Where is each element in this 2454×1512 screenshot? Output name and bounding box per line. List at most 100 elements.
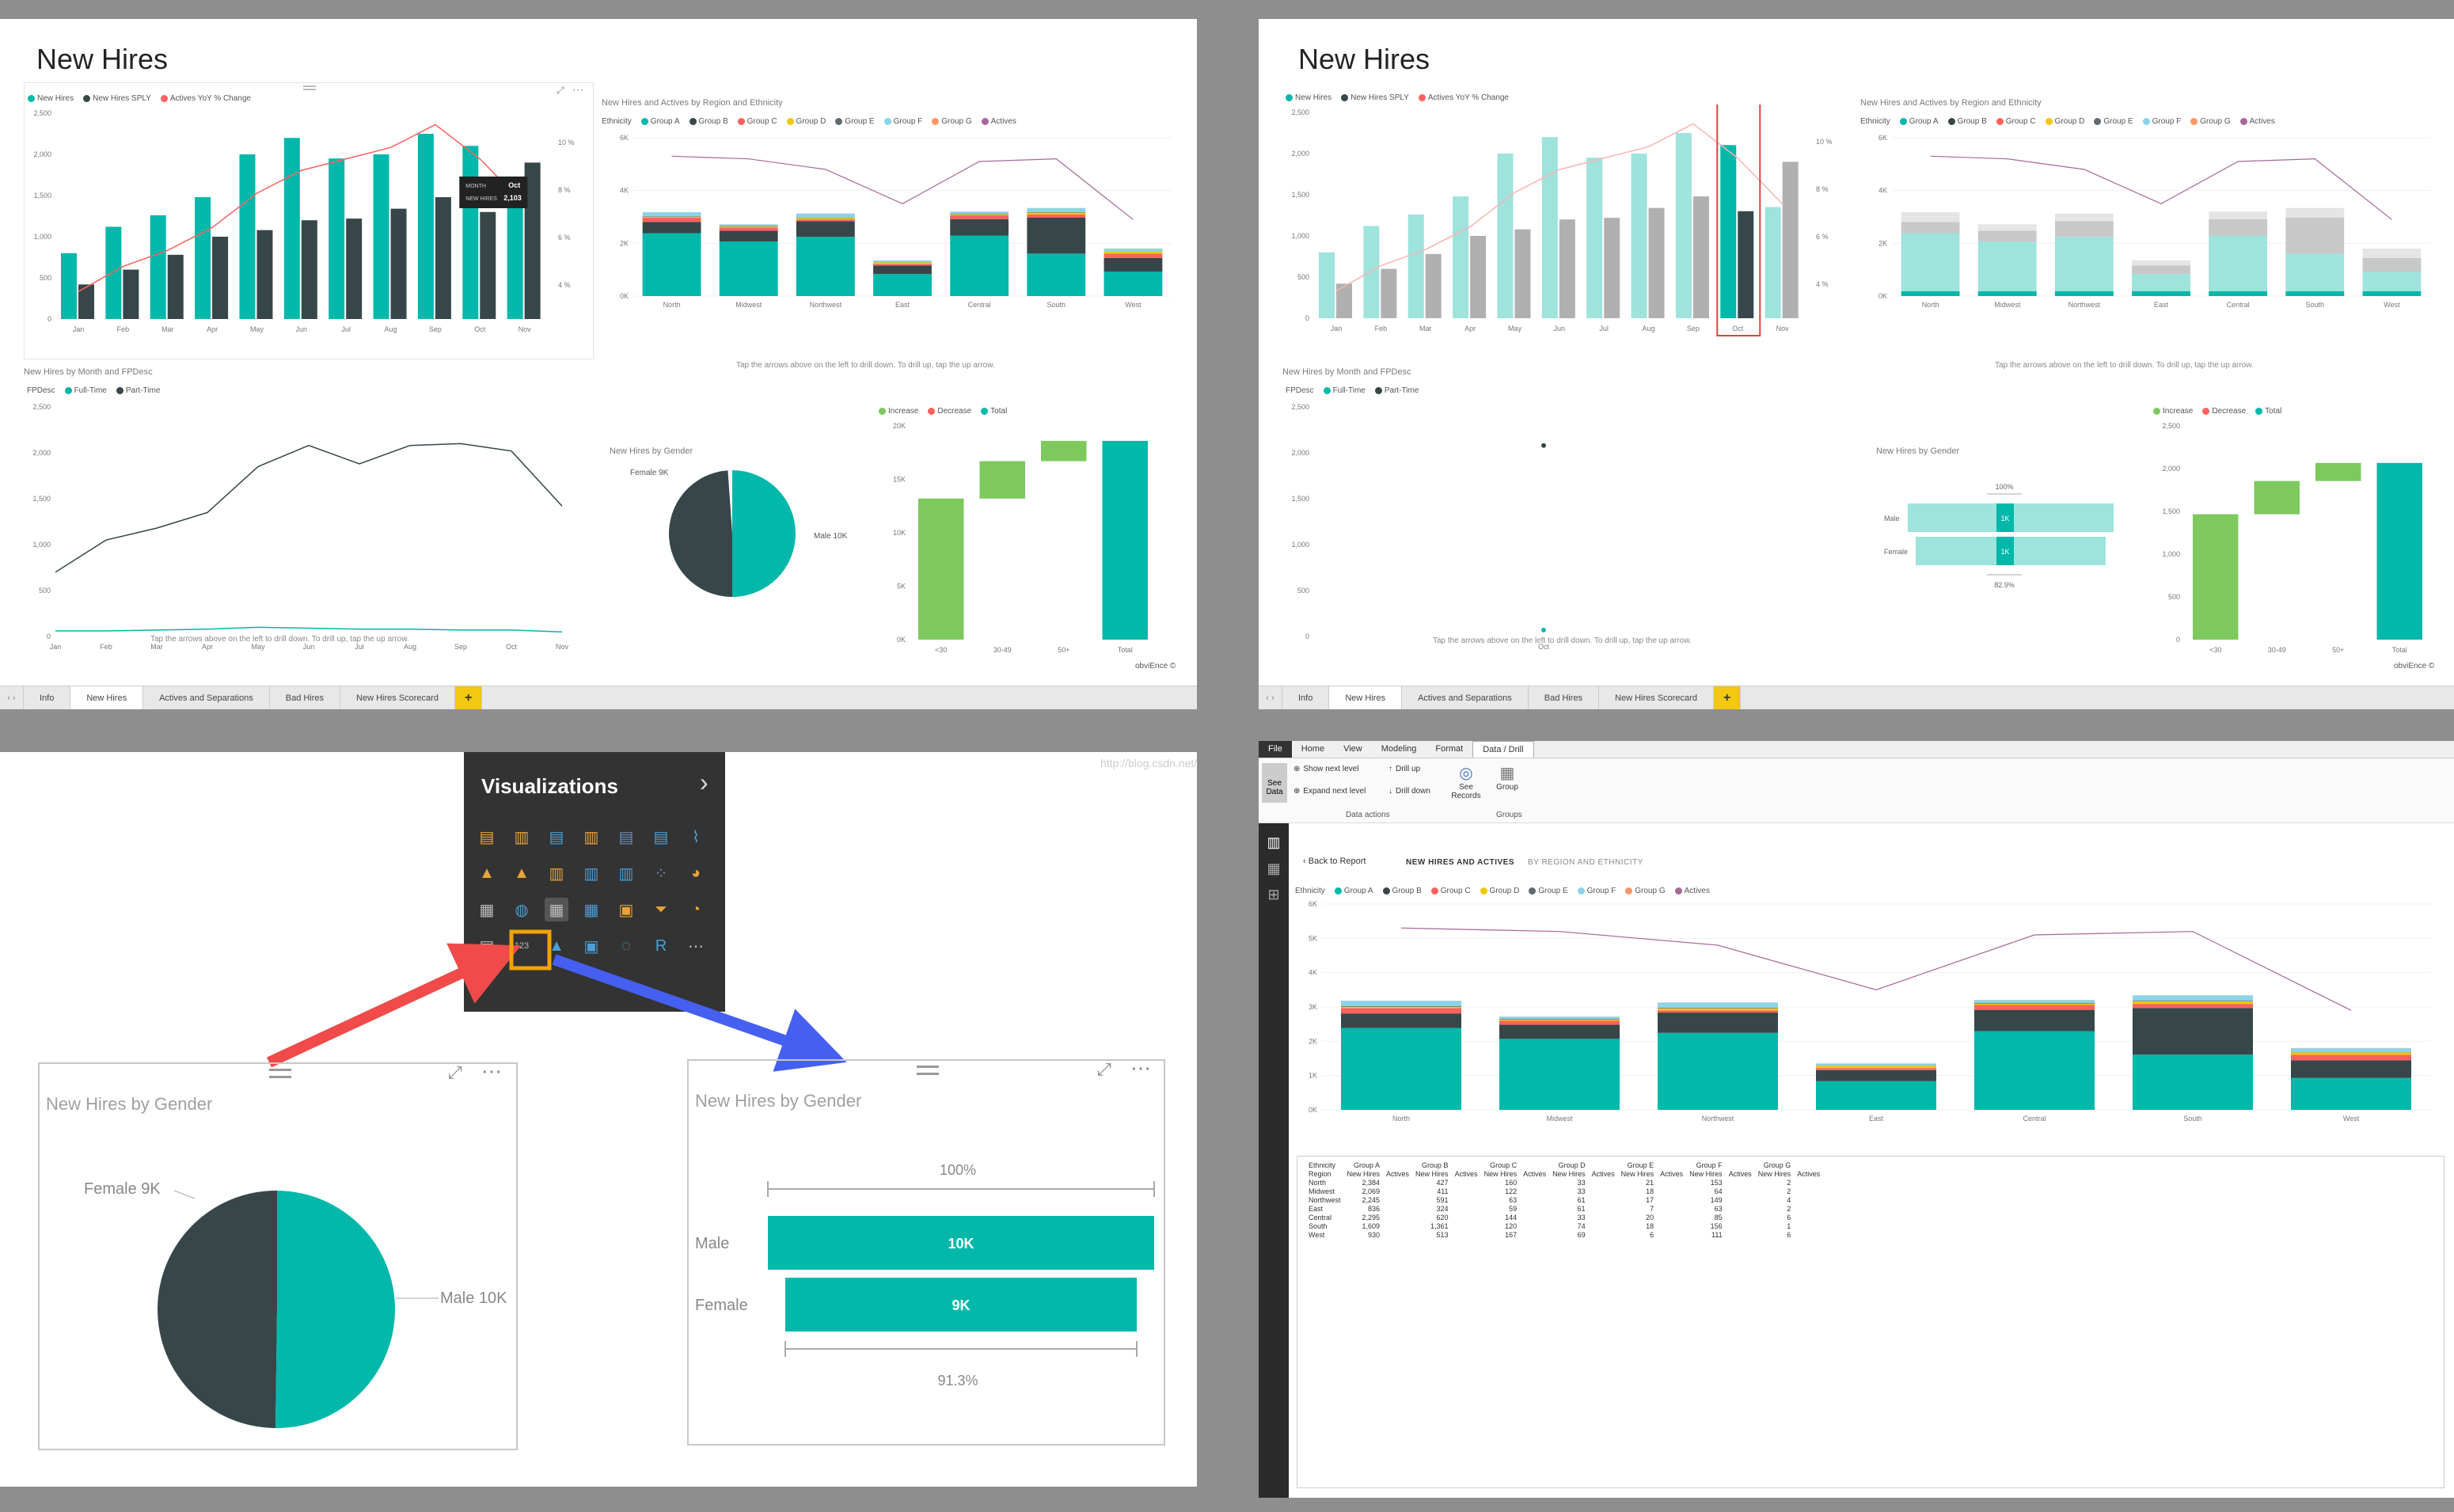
stack-segment[interactable] (1816, 1068, 1936, 1070)
data-view-icon[interactable]: ▦ (1267, 860, 1281, 876)
bar-sply[interactable] (480, 211, 496, 319)
stack-segment[interactable] (1974, 1031, 2095, 1110)
waterfall-step[interactable] (2315, 462, 2361, 481)
bar-new-hires[interactable] (373, 154, 389, 319)
stack-segment[interactable] (719, 226, 778, 228)
stack-segment[interactable] (2054, 221, 2114, 237)
bar-sply[interactable] (256, 230, 273, 319)
legend-item[interactable]: Group B (1947, 117, 1987, 126)
legend-total[interactable]: Total (2255, 407, 2281, 416)
viz-type-icon[interactable]: ◕ (690, 864, 701, 882)
stack-segment[interactable] (1658, 1010, 1778, 1013)
tab-new-hires[interactable]: New Hires (70, 686, 144, 709)
bar-new-hires[interactable] (1675, 133, 1692, 318)
bar-sply[interactable] (1648, 207, 1665, 318)
focus-mode-icon[interactable]: ⤢ (557, 85, 564, 96)
waterfall-step[interactable] (918, 498, 964, 640)
bar-new-hires[interactable] (105, 226, 122, 319)
viz-type-icon[interactable]: ▦ (583, 901, 599, 919)
legend-item[interactable]: Actives (1674, 887, 1710, 895)
waterfall-step[interactable] (979, 461, 1026, 499)
legend-item[interactable]: Group G (1625, 887, 1666, 895)
stack-segment[interactable] (1658, 1012, 1778, 1033)
bar-sply[interactable] (435, 197, 451, 319)
bar-sply[interactable] (1514, 229, 1531, 318)
stack-segment[interactable] (873, 262, 932, 264)
stack-segment[interactable] (873, 264, 932, 266)
viz-type-icon[interactable]: ▦ (545, 898, 568, 921)
stack-segment[interactable] (950, 214, 1009, 215)
stack-segment[interactable] (1901, 222, 1960, 234)
stack-segment[interactable] (1901, 216, 1960, 218)
bar-sply[interactable] (1425, 253, 1442, 318)
ribbon-tab-modeling[interactable]: Modeling (1381, 744, 1417, 754)
stack-segment[interactable] (2291, 1054, 2411, 1061)
legend-new-hires[interactable]: New Hires (28, 94, 74, 103)
legend-item[interactable]: Actives (981, 117, 1016, 126)
stack-segment[interactable] (642, 216, 701, 217)
stack-segment[interactable] (2209, 215, 2268, 219)
stack-segment[interactable] (1499, 1039, 1620, 1110)
stack-segment[interactable] (950, 235, 1009, 297)
bar-new-hires[interactable] (150, 215, 166, 319)
bar-new-hires[interactable] (195, 197, 211, 319)
legend-item[interactable]: Group F (883, 117, 922, 126)
waterfall-visual[interactable]: Increase Decrease Total 20K 15K 10K 5K 0K <30… (871, 407, 1187, 692)
stack-segment[interactable] (1901, 216, 1960, 217)
stack-segment[interactable] (2209, 218, 2268, 236)
pane-collapse-icon[interactable]: › (700, 768, 708, 796)
stack-segment[interactable] (1104, 253, 1163, 258)
legend-item[interactable]: Group G (2190, 117, 2231, 126)
stack-segment[interactable] (1658, 1002, 1778, 1008)
viz-type-icon[interactable]: ▤ (653, 828, 669, 846)
legend-item[interactable]: Group C (1430, 887, 1471, 895)
stack-segment[interactable] (2054, 219, 2114, 222)
bar-new-hires[interactable] (417, 134, 434, 319)
pie-slice-female[interactable] (665, 470, 737, 601)
add-page-button[interactable]: + (454, 686, 483, 709)
more-options-icon[interactable]: ⋯ (481, 1059, 502, 1083)
stack-segment[interactable] (796, 213, 855, 218)
bar-new-hires[interactable] (1541, 137, 1558, 318)
stack-segment[interactable] (1974, 1000, 2095, 1004)
viz-type-icon[interactable]: ▲ (479, 864, 495, 882)
stack-segment[interactable] (2132, 265, 2190, 275)
bar-sply[interactable] (524, 162, 541, 319)
stack-segment[interactable] (1977, 224, 2037, 226)
tab-bad-hires[interactable]: Bad Hires (270, 686, 341, 709)
stack-segment[interactable] (642, 222, 701, 234)
stack-segment[interactable] (1658, 1007, 1778, 1009)
legend-item[interactable]: Group C (737, 117, 777, 126)
stack-segment[interactable] (2285, 215, 2345, 218)
legend-item[interactable]: Group B (689, 117, 728, 126)
stack-segment[interactable] (2362, 257, 2422, 272)
stack-segment[interactable] (1027, 211, 1086, 213)
bar-sply[interactable] (1336, 283, 1352, 318)
viz-type-icon[interactable]: R (655, 936, 667, 955)
bar-sply[interactable] (78, 284, 94, 319)
viz-type-icon[interactable]: ▤ (618, 828, 634, 846)
legend-item[interactable]: Group B (1382, 887, 1422, 895)
gender-funnel-small-visual[interactable]: New Hires by Gender 100% 1K 1K Male Fema… (1868, 446, 2129, 676)
stack-segment[interactable] (642, 233, 701, 296)
pie-slice-male[interactable] (732, 470, 796, 597)
visual-grip-icon[interactable] (303, 85, 316, 90)
stack-segment[interactable] (719, 226, 778, 227)
bar-sply[interactable] (212, 237, 229, 319)
stack-segment[interactable] (1974, 1005, 2095, 1010)
pie-slice-male[interactable] (275, 1191, 396, 1429)
bar-new-hires[interactable] (1497, 154, 1514, 318)
stack-segment[interactable] (2285, 253, 2345, 296)
stack-segment[interactable] (1977, 226, 2037, 228)
funnel-bar-male[interactable] (768, 1216, 1154, 1270)
legend-decrease[interactable]: Decrease (2202, 407, 2246, 416)
bar-new-hires[interactable] (1453, 196, 1469, 318)
viz-type-icon[interactable]: ▣ (583, 937, 599, 955)
gender-pie-visual[interactable]: New Hires by Gender Female 9K Male 10K (602, 446, 863, 676)
legend-item[interactable]: Group E (835, 117, 875, 126)
stack-segment[interactable] (1341, 1028, 1461, 1110)
legend-decrease[interactable]: Decrease (928, 407, 971, 416)
monthly-combo-visual[interactable]: ⤢ ⋯ New Hires New Hires SPLY Actives YoY… (24, 82, 594, 359)
stack-segment[interactable] (719, 227, 778, 231)
stack-segment[interactable] (2285, 218, 2345, 254)
